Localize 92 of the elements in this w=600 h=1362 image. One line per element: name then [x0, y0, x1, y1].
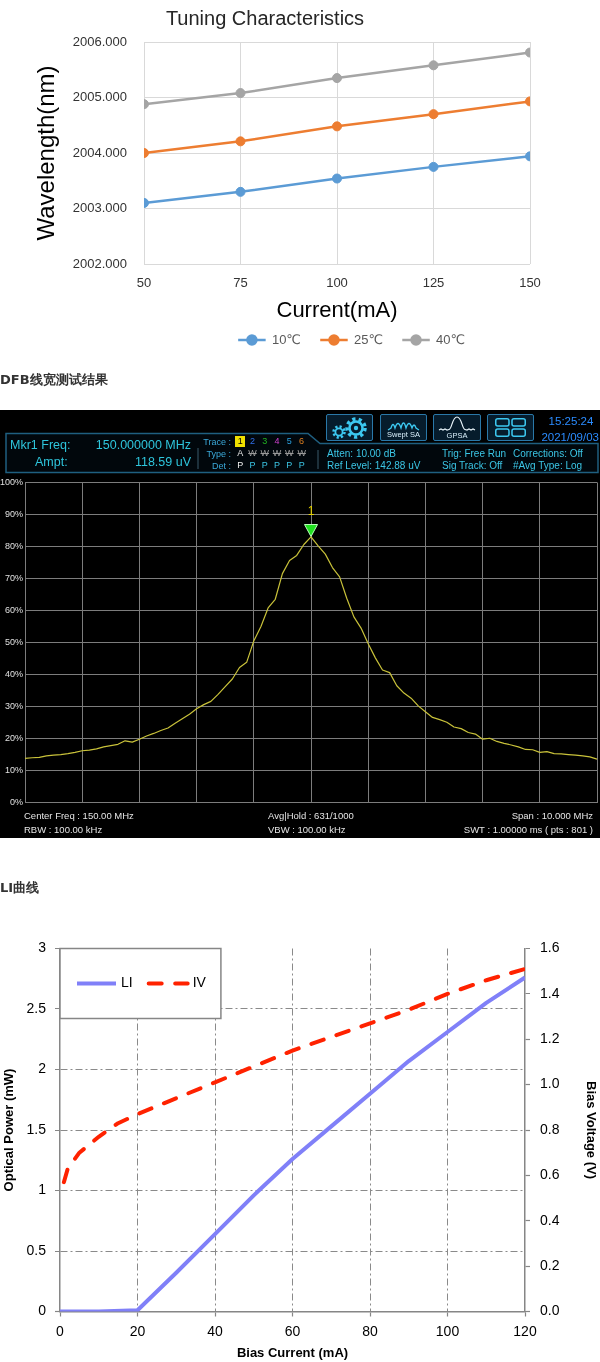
y-tick-label: 2004.000 [72, 144, 127, 160]
x-tick-label: 120 [513, 1322, 537, 1339]
y2-tick-label: 0.4 [540, 1211, 560, 1228]
point [332, 121, 342, 132]
x-tick-label: 80 [362, 1322, 378, 1339]
text: Center Freq : 150.00 MHz [24, 809, 134, 822]
y-tick-label: 2005.000 [72, 89, 127, 105]
y-tick-label: 40% [4, 669, 23, 679]
x-tick-label: 60 [284, 1322, 301, 1339]
y2-tick-label: 1.2 [540, 1030, 560, 1047]
legend-label: 10℃ [271, 331, 301, 347]
line-series [61, 966, 525, 1185]
chart-title: DFB线宽测试结果 [0, 371, 108, 389]
legend-label: 25℃ [353, 331, 384, 347]
y-tick-label: 2002.000 [72, 255, 127, 271]
y-tick-label: 2.5 [26, 999, 47, 1016]
y2-axis-title: Bias Voltage (V) [583, 1080, 599, 1180]
text: #Avg Type: Log [513, 460, 583, 472]
y-tick-label: 50% [4, 636, 23, 647]
text: Sig Track: Off [442, 460, 503, 472]
y2-tick-label: 0.0 [540, 1302, 560, 1319]
x-tick-label: 100 [435, 1322, 460, 1339]
x-tick-label: 75 [233, 275, 248, 291]
text: 150.000000 MHz [95, 437, 191, 453]
point [332, 73, 342, 84]
y-tick-label: 20% [4, 733, 23, 744]
text: 118.59 uV [134, 454, 191, 470]
y-tick-label: 100% [0, 476, 23, 487]
point [235, 186, 246, 197]
x-tick-label: 50 [136, 275, 152, 291]
x-tick-label: 150 [519, 275, 541, 291]
text: SWT : 1.00000 ms ( pts : 801 ) [463, 823, 593, 836]
y-tick-label: 2003.000 [72, 200, 127, 216]
point [428, 161, 439, 172]
legend-label: LI [121, 974, 133, 991]
point [235, 136, 246, 147]
text: VBW : 100.00 kHz [268, 823, 346, 836]
text: P P P P P P [236, 459, 306, 471]
y-tick-label: 2 [38, 1060, 47, 1077]
text: Type : [206, 448, 231, 460]
y2-tick-label: 1.6 [540, 939, 560, 956]
x-tick-label: 0 [56, 1322, 65, 1339]
text: Avg|Hold : 631/1000 [268, 809, 354, 822]
y-tick-label: 70% [4, 572, 23, 583]
y-tick-label: 0% [9, 797, 23, 808]
annotation: 1 [307, 504, 315, 519]
point [428, 60, 439, 71]
y-tick-label: 60% [4, 604, 23, 615]
y-tick-label: 0 [38, 1302, 47, 1319]
text: Det : [211, 460, 231, 472]
x-tick-label: 125 [422, 275, 445, 291]
point [235, 88, 246, 99]
legend-label: IV [192, 974, 207, 991]
text: Ref Level: 142.88 uV [327, 460, 421, 472]
y2-tick-label: 0.2 [540, 1256, 560, 1273]
point [428, 109, 439, 120]
y2-tick-label: 0.6 [540, 1166, 560, 1183]
point [332, 173, 342, 184]
text: 1 2 3 4 5 6 [236, 435, 306, 447]
text: 15:25:24 [548, 415, 594, 429]
y-tick-label: 1 [38, 1181, 47, 1198]
y-tick-label: 80% [4, 540, 23, 551]
chart-title: Tuning Characteristics [165, 6, 365, 29]
x-tick-label: 20 [129, 1322, 146, 1339]
x-tick-label: 100 [326, 275, 348, 291]
y-tick-label: 10% [4, 765, 23, 776]
text: RBW : 100.00 kHz [24, 823, 103, 836]
text: Trace : [203, 436, 231, 448]
y-tick-label: 3 [38, 939, 47, 956]
y2-tick-label: 0.8 [540, 1120, 560, 1137]
text: Atten: 10.00 dB [327, 448, 396, 460]
text: Span : 10.000 MHz [511, 809, 593, 822]
text: Corrections: Off [513, 448, 583, 460]
y-axis-title: Optical Power (mW) [1, 1068, 17, 1192]
x-tick-label: 40 [207, 1322, 223, 1339]
y2-tick-label: 1.4 [540, 984, 560, 1001]
y2-tick-label: 1.0 [540, 1075, 560, 1092]
chart-title: LI曲线 [0, 879, 40, 897]
y-tick-label: 2006.000 [72, 33, 127, 49]
text: Trig: Free Run [442, 448, 507, 460]
x-axis-title: Current(mA) [276, 296, 398, 322]
y-axis-title: Wavelength(nm) [32, 65, 60, 241]
text: Ampt: [35, 454, 68, 470]
y-tick-label: 0.5 [26, 1241, 47, 1258]
legend-label: 40℃ [436, 331, 466, 347]
y-tick-label: 1.5 [26, 1120, 47, 1137]
text: A W W W W W [236, 447, 307, 459]
x-axis-title: Bias Current (mA) [236, 1344, 349, 1360]
text: 2021/09/03 [541, 431, 599, 445]
text: Mkr1 Freq: [10, 437, 71, 453]
y-tick-label: 90% [4, 508, 23, 519]
y-tick-label: 30% [4, 701, 23, 712]
